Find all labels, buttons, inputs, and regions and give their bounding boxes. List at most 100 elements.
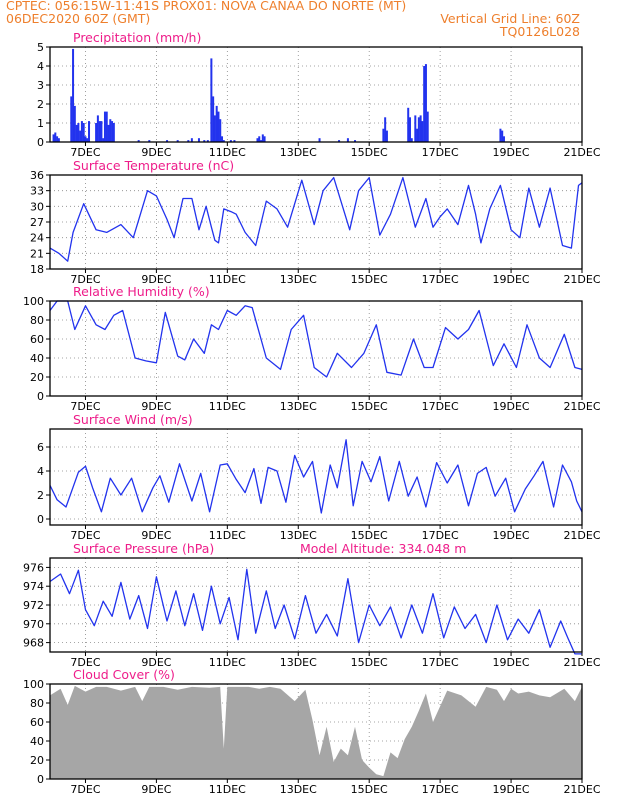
- panel-cloud: Cloud Cover (%) 0 20 40 60 80 100 7DEC 9DEC 11DEC…: [23, 667, 601, 796]
- precip-bar: [221, 136, 224, 142]
- panel-frame: [49, 46, 583, 143]
- x-tick-label: 11DEC: [209, 783, 246, 796]
- x-tick-label: 13DEC: [280, 529, 317, 542]
- x-tick-label: 9DEC: [141, 783, 171, 796]
- header-grid-note: Vertical Grid Line: 60Z: [440, 11, 580, 26]
- y-tick-label: 0: [37, 136, 44, 149]
- y-tick-label: 968: [23, 637, 44, 650]
- panel-precip: Precipitation (mm/h) 0 1 2 3 4 5 7DEC 9DEC 11DEC 1…: [37, 30, 601, 159]
- precip-bar: [77, 123, 80, 142]
- precip-bar: [346, 138, 349, 142]
- y-tick-label: 36: [30, 169, 44, 182]
- x-tick-label: 11DEC: [209, 529, 246, 542]
- x-tick-label: 9DEC: [141, 273, 171, 286]
- precip-bar: [213, 115, 216, 142]
- precip-bar: [385, 130, 388, 142]
- panel-temp: Surface Temperature (nC) 18 21 24 27 30 33 36 7D…: [30, 158, 601, 286]
- precip-bar: [103, 111, 106, 142]
- cloud-area: [50, 685, 582, 779]
- header-line1: CPTEC: 056:15W-11:41S PROX01: NOVA CANAA…: [6, 0, 407, 13]
- x-tick-label: 15DEC: [351, 400, 388, 413]
- panel-title: Surface Pressure (hPa): [73, 541, 214, 556]
- panel-pres: Surface Pressure (hPa) Model Altitude: 33…: [23, 541, 601, 669]
- y-tick-label: 27: [30, 216, 44, 229]
- precip-bar: [88, 121, 91, 142]
- precip-bar: [109, 119, 112, 142]
- precip-bar: [414, 115, 417, 142]
- precip-bar: [382, 128, 385, 142]
- precip-bar: [233, 140, 236, 142]
- precip-bar: [112, 123, 115, 142]
- x-tick-label: 7DEC: [70, 783, 100, 796]
- panel-frame: [49, 428, 583, 526]
- panel-frame: [49, 300, 583, 397]
- precip-bar: [424, 64, 427, 142]
- precip-bar: [190, 138, 193, 142]
- precip-bar: [384, 117, 387, 142]
- precip-bar: [148, 140, 151, 142]
- precip-bar: [73, 105, 76, 142]
- x-tick-label: 17DEC: [422, 273, 459, 286]
- x-tick-label: 9DEC: [141, 400, 171, 413]
- rh-series-line: [49, 300, 583, 378]
- x-tick-label: 15DEC: [351, 529, 388, 542]
- panel-title: Cloud Cover (%): [73, 667, 175, 682]
- precip-bar: [206, 140, 209, 142]
- x-tick-label: 11DEC: [209, 656, 246, 669]
- y-tick-label: 2: [37, 489, 44, 502]
- precip-bar: [203, 140, 206, 142]
- x-tick-label: 9DEC: [141, 529, 171, 542]
- precip-bar: [219, 119, 222, 142]
- precip-bar: [258, 136, 261, 142]
- y-tick-label: 970: [23, 618, 44, 631]
- x-tick-label: 17DEC: [422, 783, 459, 796]
- y-tick-label: 100: [23, 295, 44, 308]
- y-tick-label: 1: [37, 117, 44, 130]
- precip-bar: [102, 138, 105, 142]
- precip-bar: [105, 111, 108, 142]
- y-tick-label: 0: [37, 390, 44, 403]
- precip-bar: [212, 96, 215, 142]
- x-tick-label: 15DEC: [351, 146, 388, 159]
- panel-title: Precipitation (mm/h): [73, 30, 201, 45]
- precip-bar: [197, 138, 200, 142]
- precip-bar: [318, 138, 321, 142]
- x-tick-label: 15DEC: [351, 656, 388, 669]
- precip-bar: [416, 128, 419, 142]
- precip-bar: [229, 140, 232, 142]
- y-tick-label: 80: [30, 697, 44, 710]
- precip-bar: [419, 115, 422, 142]
- precip-bar: [86, 138, 89, 142]
- precip-bar: [80, 121, 83, 142]
- precip-bar: [187, 140, 190, 142]
- precip-bar: [166, 140, 169, 142]
- panel-title: Relative Humidity (%): [73, 284, 210, 299]
- y-tick-label: 21: [30, 247, 44, 260]
- x-tick-label: 7DEC: [70, 273, 100, 286]
- precip-bar: [407, 107, 410, 142]
- x-tick-label: 13DEC: [280, 783, 317, 796]
- panel-subtitle: Model Altitude: 334.048 m: [300, 541, 466, 556]
- precip-bar: [423, 66, 426, 142]
- y-tick-label: 4: [37, 60, 44, 73]
- y-tick-label: 0: [37, 513, 44, 526]
- precip-bar: [54, 132, 57, 142]
- y-tick-label: 60: [30, 333, 44, 346]
- precip-bar: [100, 121, 103, 142]
- y-tick-label: 80: [30, 314, 44, 327]
- y-tick-label: 20: [30, 371, 44, 384]
- x-tick-label: 13DEC: [280, 656, 317, 669]
- y-tick-label: 24: [30, 232, 44, 245]
- y-tick-label: 18: [30, 263, 44, 276]
- precip-bar: [421, 121, 424, 142]
- x-tick-label: 15DEC: [351, 783, 388, 796]
- panel-title: Surface Temperature (nC): [73, 158, 234, 173]
- precip-bar: [410, 138, 413, 142]
- precip-bar: [96, 115, 99, 142]
- x-tick-label: 19DEC: [493, 400, 530, 413]
- precip-bar: [72, 48, 75, 142]
- y-tick-label: 5: [37, 41, 44, 54]
- precip-bar: [222, 140, 225, 142]
- precip-bar: [408, 117, 411, 142]
